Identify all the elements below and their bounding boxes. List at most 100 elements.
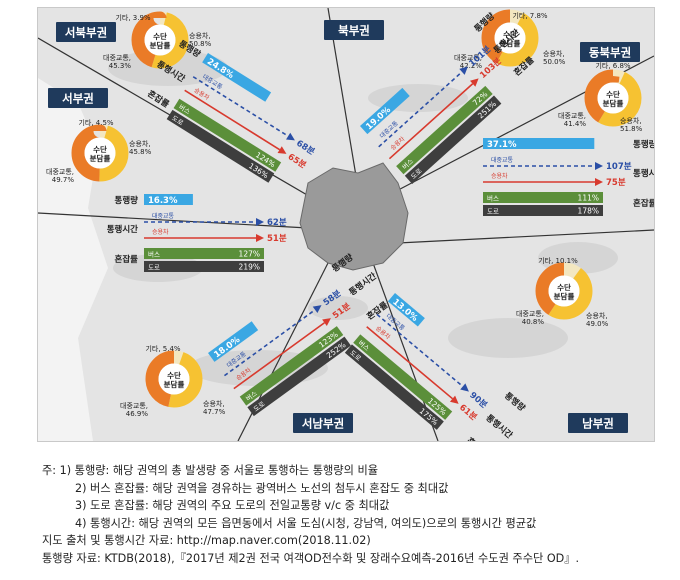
donut-center-label: 수단 (167, 370, 181, 380)
road-congestion-value: 219% (239, 263, 260, 272)
transit-share-label: 46.9% (126, 410, 149, 418)
transit-share-label: 42.2% (460, 62, 483, 70)
commute-bar (387, 293, 425, 327)
region-tag-west: 서부권 (48, 88, 108, 108)
bus-bar-label: 버스 (487, 194, 499, 203)
donut-center-label: 분담률 (554, 291, 575, 301)
transit-share-label: 41.4% (564, 120, 587, 128)
region-name: 동북부권 (589, 46, 631, 60)
road-congestion-bar (344, 344, 444, 430)
transit-share-label: 대중교통, (120, 402, 148, 410)
region-name: 북부권 (338, 24, 370, 38)
car-share-label: 승용차, (129, 139, 151, 148)
arrow-head (286, 132, 295, 141)
donut-center (597, 82, 629, 114)
donut-center-label: 수단 (606, 89, 620, 99)
commute-bar (202, 52, 272, 102)
region-tag-south: 남부권 (568, 413, 628, 433)
road-congestion-bar (404, 95, 502, 184)
transit-share-label: 대중교통, (103, 54, 131, 62)
commute-bar (144, 194, 193, 205)
donut-center (494, 22, 526, 54)
transit-share-label: 49.7% (52, 176, 75, 184)
car-arrow-label: 승용차 (491, 172, 508, 180)
transit-share-label: 대중교통, (454, 54, 482, 62)
region-name: 서부권 (62, 92, 94, 106)
transit-share-label: 대중교통, (558, 112, 586, 120)
region-tag-southwest: 서남부권 (293, 413, 353, 433)
other-share-label: 기타, 6.8% (595, 61, 630, 70)
bus-congestion-value: 127% (239, 250, 260, 259)
car-share-label: 50.8% (189, 40, 212, 48)
bus-congestion-bar (239, 326, 344, 406)
car-time-arrow (388, 83, 474, 160)
time-label: 통행시간 (633, 168, 655, 179)
donut-segment (584, 69, 642, 127)
transit-arrow-label: 대중교통 (152, 212, 175, 220)
transit-share-label: 대중교통, (516, 310, 544, 318)
donut-segment (481, 9, 539, 67)
donut-center-label: 분담률 (500, 38, 521, 48)
donut-segment (535, 262, 593, 320)
region-tag-box (48, 88, 108, 108)
arrow-head (595, 162, 603, 170)
transit-time-value: 107분 (606, 162, 632, 172)
donut-segment (131, 11, 189, 69)
road-congestion-bar (144, 261, 264, 272)
donut-segment (71, 124, 129, 182)
transit-share-label: 40.8% (522, 318, 545, 326)
other-share-label: 기타, 4.5% (78, 118, 113, 127)
region-tag-northeast: 동북부권 (580, 42, 640, 62)
region-name: 서북부권 (65, 26, 107, 40)
road-bar-label: 도로 (487, 208, 499, 216)
bus-congestion-bar (353, 334, 453, 420)
arrow-head (256, 234, 264, 242)
other-share-label: 기타, 3.9% (115, 13, 150, 22)
transit-share-label: 45.3% (109, 62, 132, 70)
donut-center-label: 분담률 (90, 153, 111, 163)
donut-center-label: 분담률 (150, 40, 171, 50)
arrow-head (469, 78, 479, 87)
car-time-arrow (366, 326, 454, 400)
donut-center (158, 363, 190, 395)
arrow-head (322, 318, 331, 327)
road-congestion-value: 178% (578, 207, 599, 216)
donut-segment (145, 350, 203, 408)
time-label: 통행시간 (107, 224, 138, 235)
transit-arrow-label: 대중교통 (491, 156, 514, 164)
note-line: 지도 출처 및 통행시간 자료: http://map.naver.com(20… (42, 534, 371, 548)
donut-center (548, 275, 580, 307)
car-share-label: 45.8% (129, 148, 152, 156)
car-share-label: 승용차, (189, 31, 211, 40)
commute-label: 통행량 (115, 195, 139, 206)
donut-center-label: 분담률 (164, 379, 185, 389)
commute-bar (360, 87, 410, 135)
arrow-head (256, 218, 264, 226)
bus-congestion-bar (144, 248, 264, 259)
commute-label: 통행량 (633, 139, 655, 150)
car-share-label: 승용차, (586, 311, 608, 320)
region-name: 서남부권 (302, 417, 344, 431)
car-share-label: 승용차, (620, 116, 642, 125)
car-share-label: 승용차, (203, 399, 225, 408)
car-time-arrow (184, 89, 281, 151)
congestion-label: 혼잡률 (633, 198, 655, 209)
arrow-head (312, 305, 322, 314)
road-congestion-bar (483, 205, 603, 216)
donut-center-label: 수단 (93, 144, 107, 154)
bus-congestion-bar (173, 98, 282, 172)
car-time-value: 51분 (267, 234, 287, 244)
car-share-label: 승용차, (543, 49, 565, 58)
region-tag-north: 북부권 (324, 20, 384, 40)
arrow-head (459, 66, 468, 75)
note-line: 3) 도로 혼잡률: 해당 권역의 주요 도로의 전일교통량 v/c 중 최대값 (75, 499, 390, 513)
car-share-label: 50.0% (543, 58, 566, 66)
donut-segment (584, 69, 642, 127)
